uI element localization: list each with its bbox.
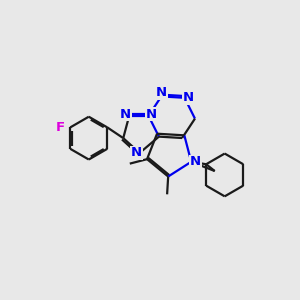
Text: N: N [146,108,157,121]
Text: N: N [156,86,167,99]
Text: F: F [56,121,65,134]
Text: N: N [190,155,201,168]
Text: N: N [183,91,194,104]
Text: N: N [131,146,142,160]
Text: N: N [120,108,131,121]
